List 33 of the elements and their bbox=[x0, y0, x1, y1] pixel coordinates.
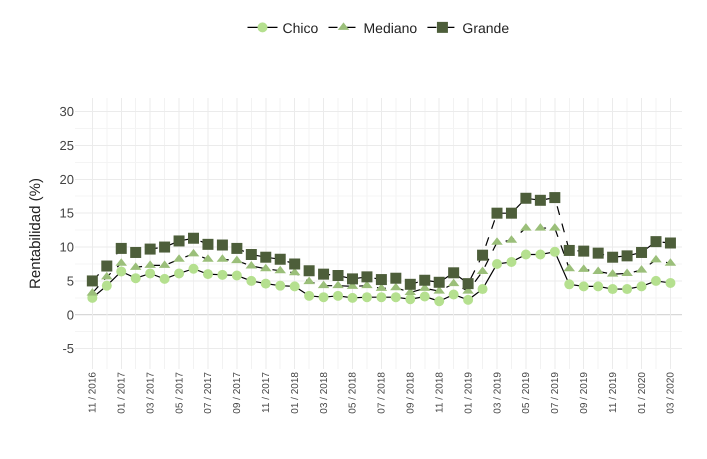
x-tick-label: 05 / 2018 bbox=[348, 372, 359, 414]
x-tick-label: 05 / 2017 bbox=[174, 372, 186, 414]
x-tick-label: 03 / 2018 bbox=[318, 372, 330, 414]
x-tick-label: 07 / 2018 bbox=[376, 372, 388, 414]
y-axis-title: Rentabilidad (%) bbox=[26, 178, 44, 289]
x-tick-label: 03 / 2019 bbox=[492, 372, 504, 414]
x-tick-label: 11 / 2018 bbox=[434, 372, 446, 413]
x-tick-label: 11 / 2019 bbox=[608, 372, 619, 413]
x-tick-label: 09 / 2018 bbox=[406, 372, 417, 414]
x-tick-label: 09 / 2019 bbox=[578, 372, 590, 414]
y-tick-label: -5 bbox=[62, 341, 74, 356]
y-tick-label: 20 bbox=[60, 172, 74, 187]
x-tick-label: 05 / 2019 bbox=[521, 372, 532, 414]
x-tick-label: 03 / 2020 bbox=[666, 372, 677, 414]
legend-label: Chico bbox=[282, 20, 319, 36]
y-tick-label: 5 bbox=[66, 273, 74, 288]
y-tick-label: 25 bbox=[60, 138, 74, 153]
x-tick-label: 03 / 2017 bbox=[145, 372, 156, 414]
y-tick-label: 0 bbox=[66, 307, 74, 322]
x-tick-label: 01 / 2018 bbox=[290, 372, 301, 414]
x-tick-label: 01 / 2017 bbox=[116, 372, 128, 414]
x-tick-label: 01 / 2019 bbox=[463, 372, 474, 414]
x-tick-label: 01 / 2020 bbox=[636, 372, 648, 414]
x-tick-label: 11 / 2017 bbox=[261, 372, 272, 413]
y-tick-label: 10 bbox=[60, 240, 74, 255]
legend-label: Mediano bbox=[364, 20, 418, 36]
x-tick-label: 07 / 2017 bbox=[203, 372, 214, 414]
legend-label: Grande bbox=[462, 20, 510, 36]
x-tick-label: 09 / 2017 bbox=[232, 372, 244, 414]
y-tick-label: 15 bbox=[60, 206, 74, 221]
x-tick-label: 07 / 2019 bbox=[550, 372, 562, 414]
x-tick-label: 11 / 2016 bbox=[88, 372, 99, 413]
y-tick-label: 30 bbox=[60, 104, 74, 120]
